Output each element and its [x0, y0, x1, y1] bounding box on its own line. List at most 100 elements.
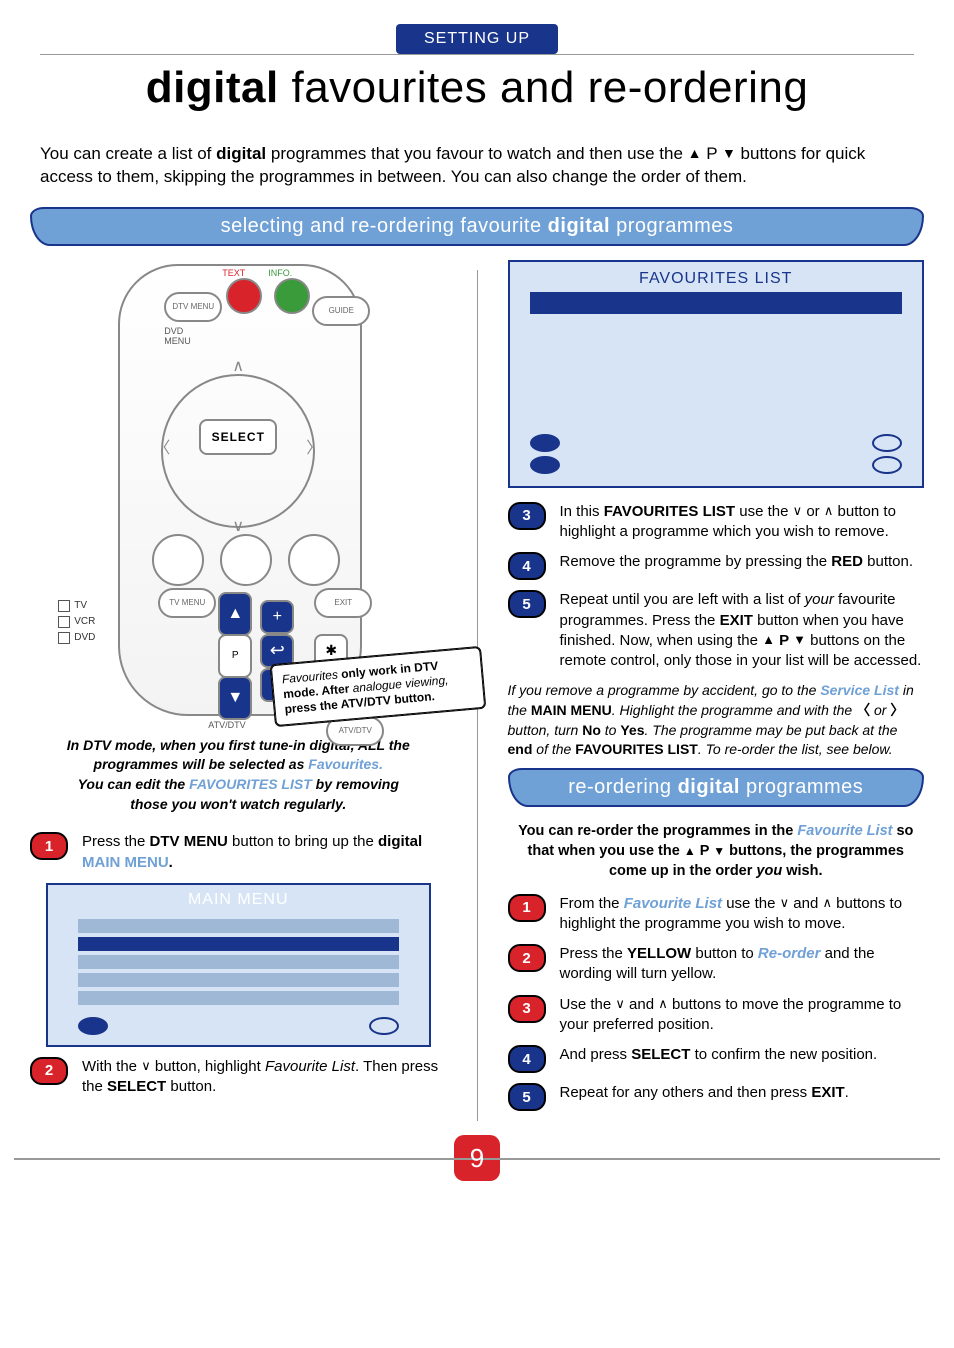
step-text: Press the YELLOW button to Re-order and …: [560, 944, 925, 985]
chevron-left-icon: 〈: [154, 434, 170, 458]
triangle-up-icon: ▲: [684, 844, 696, 858]
triangle-down-icon: ▼: [713, 844, 725, 858]
triangle-down-icon: ▼: [793, 632, 806, 647]
step-number: 1: [508, 894, 546, 922]
remote-exit-button: EXIT: [314, 588, 372, 618]
reorder-step-3: 3 Use the ∨ and ∧ buttons to move the pr…: [508, 995, 925, 1036]
step-number: 5: [508, 590, 546, 618]
menu-row: [78, 991, 399, 1005]
remote-dtv-menu-button: DTV MENU: [164, 292, 222, 322]
menu-row: [78, 955, 399, 969]
chevron-down-icon: ∨: [615, 996, 625, 1011]
right-step-3: 3 In this FAVOURITES LIST use the ∨ or ∧…: [508, 502, 925, 543]
chevron-down-icon: ∨: [793, 503, 803, 518]
triangle-up-icon: ▲: [762, 632, 775, 647]
remote-switch-labels: TV VCR DVD: [58, 598, 95, 646]
remote-illustration: DTV MENU DVD MENU TEXT INFO. GUIDE ∧ ∨ 〈…: [58, 264, 418, 724]
menu-row: [78, 919, 399, 933]
chevron-down-icon: ∨: [780, 895, 790, 910]
band-selecting: selecting and re-ordering favourite digi…: [30, 207, 924, 246]
remote-p-up: ▲: [218, 592, 252, 636]
remote-info-label: INFO.: [268, 268, 292, 278]
left-note: In DTV mode, when you first tune-in digi…: [40, 736, 437, 814]
menu-bottom: [48, 1009, 429, 1035]
section-tab-wrap: SETTING UP: [0, 0, 954, 54]
remote-p-button: P: [218, 634, 252, 678]
step-text: Use the ∨ and ∧ buttons to move the prog…: [560, 995, 925, 1036]
switch-dvd-icon: [58, 632, 70, 644]
two-columns: DTV MENU DVD MENU TEXT INFO. GUIDE ∧ ∨ 〈…: [30, 260, 924, 1121]
remote-p-down: ▼: [218, 676, 252, 720]
remote-round-2: [220, 534, 272, 586]
menu-row: [78, 973, 399, 987]
chevron-up-icon: ∧: [824, 503, 834, 518]
step-text: Remove the programme by pressing the RED…: [560, 552, 925, 580]
page-title: digital favourites and re-ordering: [0, 63, 954, 113]
page-title-bold: digital: [146, 63, 279, 112]
intro-paragraph: You can create a list of digital program…: [40, 143, 914, 189]
chevron-down-icon: ∨: [141, 1058, 151, 1073]
step-number: 4: [508, 1045, 546, 1073]
angle-left-icon: 〈: [856, 702, 870, 718]
remote-text-label: TEXT: [222, 268, 245, 278]
step-number: 3: [508, 502, 546, 530]
section-tab: SETTING UP: [396, 24, 558, 54]
remote-guide-button: GUIDE: [312, 296, 370, 326]
reorder-step-5: 5 Repeat for any others and then press E…: [508, 1083, 925, 1111]
step-text: With the ∨ button, highlight Favourite L…: [82, 1057, 447, 1098]
triangle-down-icon: ▼: [722, 145, 736, 161]
step-number: 2: [508, 944, 546, 972]
oval-filled-icon: [78, 1017, 108, 1035]
chevron-down-icon: ∨: [232, 516, 244, 536]
main-menu-title: MAIN MENU: [188, 891, 289, 908]
oval-icon: [369, 1017, 399, 1035]
left-step-1: 1 Press the DTV MENU button to bring up …: [30, 832, 447, 873]
oval-icon: [872, 434, 902, 452]
right-paragraph: If you remove a programme by accident, g…: [508, 681, 925, 759]
step-number: 5: [508, 1083, 546, 1111]
reorder-step-1: 1 From the Favourite List use the ∨ and …: [508, 894, 925, 935]
step-text: And press SELECT to confirm the new posi…: [560, 1045, 925, 1073]
oval-icon: [872, 456, 902, 474]
right-step-4: 4 Remove the programme by pressing the R…: [508, 552, 925, 580]
remote-round-1: [152, 534, 204, 586]
oval-filled-icon: [530, 456, 560, 474]
oval-stack-right: [872, 434, 902, 474]
step-text: Repeat until you are left with a list of…: [560, 590, 925, 671]
right-column: FAVOURITES LIST 3 In this FAVOURITE: [508, 260, 925, 1121]
step-number: 2: [30, 1057, 68, 1085]
manual-page: SETTING UP digital favourites and re-ord…: [0, 0, 954, 1181]
remote-dvd-menu-label: DVD MENU: [164, 326, 191, 346]
reorder-intro: You can re-order the programmes in the F…: [514, 821, 919, 882]
remote-atvdtv-label: ATV/DTV: [208, 720, 245, 730]
chevron-up-icon: ∧: [232, 356, 244, 376]
remote-round-3: [288, 534, 340, 586]
step-text: Repeat for any others and then press EXI…: [560, 1083, 925, 1111]
step-number: 1: [30, 832, 68, 860]
triangle-up-icon: ▲: [688, 145, 702, 161]
menu-row-selected: [78, 937, 399, 951]
favourites-title: FAVOURITES LIST: [510, 262, 923, 292]
oval-stack-left: [530, 434, 560, 474]
chevron-up-icon: ∧: [822, 895, 832, 910]
favourites-box: FAVOURITES LIST: [508, 260, 925, 488]
step-number: 3: [508, 995, 546, 1023]
remote-select-button: SELECT: [199, 419, 277, 455]
chevron-right-icon: 〉: [306, 434, 322, 458]
chevron-up-icon: ∧: [658, 996, 668, 1011]
page-number: 9: [454, 1135, 500, 1181]
switch-tv-icon: [58, 600, 70, 612]
step-text: Press the DTV MENU button to bring up th…: [82, 832, 447, 873]
page-title-rest: favourites and re-ordering: [279, 63, 809, 112]
right-step-5: 5 Repeat until you are left with a list …: [508, 590, 925, 671]
angle-right-icon: 〉: [890, 702, 904, 718]
remote-info-button: [274, 278, 310, 314]
step-number: 4: [508, 552, 546, 580]
favourites-selected-row: [530, 292, 903, 314]
remote-text-button: [226, 278, 262, 314]
reorder-step-2: 2 Press the YELLOW button to Re-order an…: [508, 944, 925, 985]
band-reordering: re-ordering digital programmes: [508, 768, 925, 807]
reorder-step-4: 4 And press SELECT to confirm the new po…: [508, 1045, 925, 1073]
left-column: DTV MENU DVD MENU TEXT INFO. GUIDE ∧ ∨ 〈…: [30, 260, 447, 1121]
step-text: In this FAVOURITES LIST use the ∨ or ∧ b…: [560, 502, 925, 543]
